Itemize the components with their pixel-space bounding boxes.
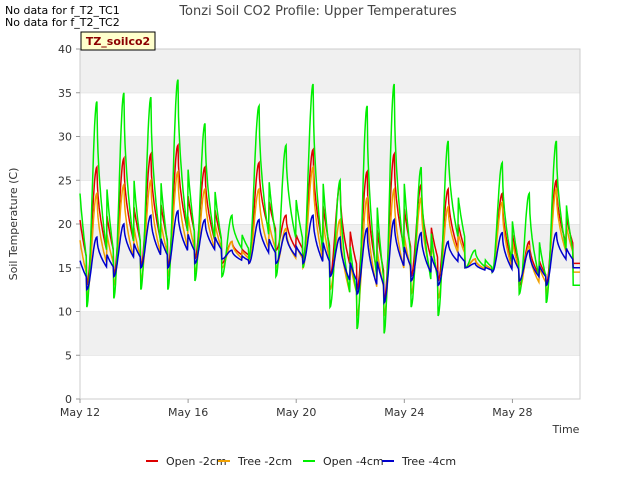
legend-label: Open -4cm bbox=[323, 455, 384, 468]
y-tick-label: 0 bbox=[65, 393, 72, 406]
x-tick-label: May 28 bbox=[492, 406, 532, 419]
grid-band bbox=[80, 92, 580, 137]
y-tick-label: 25 bbox=[58, 174, 72, 187]
y-axis-label: Soil Temperature (C) bbox=[7, 168, 20, 281]
site-label: TZ_soilco2 bbox=[86, 35, 150, 48]
x-tick-label: May 24 bbox=[384, 406, 424, 419]
legend: Open -2cm Tree -2cm Open -4cm Tree -4cm bbox=[146, 455, 456, 468]
series-line-open-4cm bbox=[79, 79, 580, 334]
no-data-note-2: No data for f_T2_TC2 bbox=[5, 16, 120, 29]
site-label-background bbox=[80, 31, 156, 51]
x-axis-label: Time bbox=[552, 423, 580, 436]
legend-label: Tree -4cm bbox=[401, 455, 456, 468]
series-group bbox=[79, 79, 580, 334]
y-tick-label: 15 bbox=[58, 262, 72, 275]
chart-title: Tonzi Soil CO2 Profile: Upper Temperatur… bbox=[178, 4, 457, 19]
grid-band bbox=[80, 49, 580, 93]
y-axis: 0 5 10 15 20 25 30 35 40 bbox=[58, 43, 80, 406]
y-tick-label: 40 bbox=[58, 43, 72, 56]
y-tick-label: 35 bbox=[58, 87, 72, 100]
x-tick-label: May 16 bbox=[168, 406, 208, 419]
legend-label: Open -2cm bbox=[166, 455, 227, 468]
y-tick-label: 5 bbox=[65, 349, 72, 362]
legend-label: Tree -2cm bbox=[237, 455, 292, 468]
y-tick-label: 20 bbox=[58, 218, 72, 231]
series-line-tree-4cm bbox=[79, 209, 580, 306]
x-axis: May 12 May 16 May 20 May 24 May 28 bbox=[60, 399, 533, 419]
x-tick-label: May 20 bbox=[276, 406, 316, 419]
grid-band bbox=[80, 311, 580, 356]
x-tick-label: May 12 bbox=[60, 406, 100, 419]
y-tick-label: 10 bbox=[58, 306, 72, 319]
no-data-note-1: No data for f_T2_TC1 bbox=[5, 4, 120, 17]
y-tick-label: 30 bbox=[58, 131, 72, 144]
site-label-box: TZ_soilco2 bbox=[80, 31, 156, 51]
grid-band bbox=[80, 136, 580, 181]
grid-band bbox=[80, 355, 580, 399]
